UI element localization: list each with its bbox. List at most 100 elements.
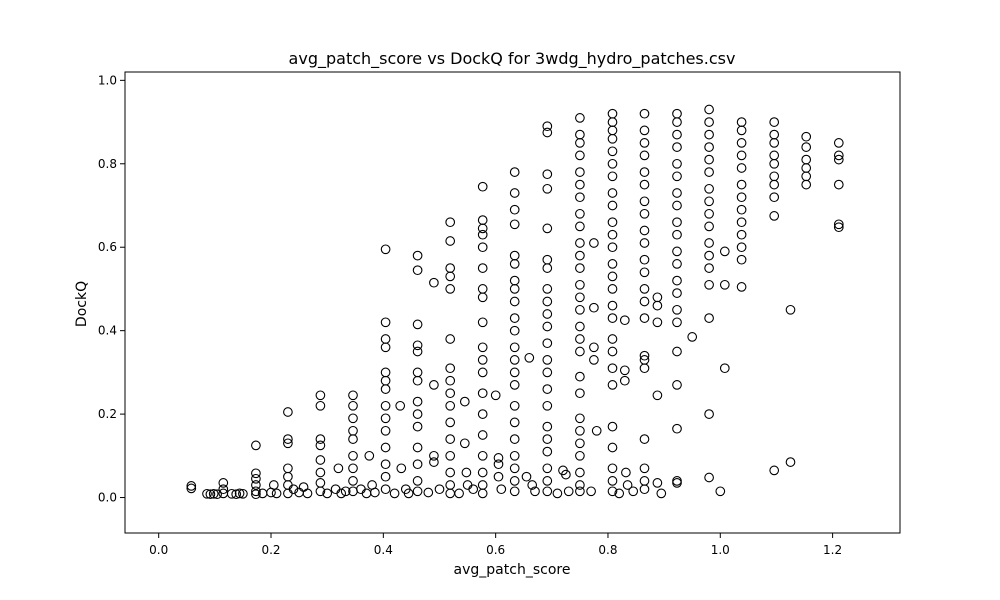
data-point — [429, 450, 439, 461]
data-point — [412, 265, 423, 276]
data-point — [396, 463, 407, 474]
data-points — [186, 104, 844, 500]
data-point — [542, 127, 553, 138]
data-point — [639, 196, 650, 207]
data-point — [542, 421, 553, 432]
data-point — [736, 282, 747, 292]
data-point — [315, 486, 326, 497]
data-point — [672, 117, 682, 127]
data-point — [575, 450, 585, 461]
data-point — [251, 468, 261, 479]
data-point — [575, 334, 585, 344]
data-point — [315, 478, 326, 488]
data-point — [704, 472, 714, 483]
data-point — [445, 417, 456, 428]
data-point — [445, 434, 456, 444]
data-point — [619, 315, 630, 326]
data-point — [704, 250, 714, 261]
data-point — [607, 284, 618, 294]
x-axis-label: avg_patch_score — [454, 562, 571, 578]
data-point — [736, 229, 747, 240]
data-point — [315, 440, 326, 451]
data-point — [639, 296, 650, 307]
data-point — [607, 421, 618, 432]
data-point — [542, 223, 553, 234]
data-point — [769, 192, 780, 203]
y-tick-label: 0.2 — [98, 407, 117, 421]
data-point — [251, 440, 261, 451]
data-point — [283, 434, 293, 444]
data-point — [468, 484, 479, 495]
data-point — [509, 250, 520, 261]
data-point — [575, 192, 585, 203]
data-point — [477, 409, 488, 419]
data-point — [607, 200, 618, 211]
data-point — [575, 486, 585, 497]
data-point — [283, 471, 293, 482]
data-point — [736, 163, 747, 173]
data-point — [459, 396, 470, 407]
x-tick-label: 0.8 — [598, 543, 617, 557]
data-point — [509, 296, 520, 307]
data-point — [477, 215, 488, 225]
data-point — [412, 396, 423, 407]
data-point — [704, 183, 714, 194]
data-point — [833, 150, 844, 161]
data-point — [575, 480, 585, 490]
data-point — [639, 125, 650, 136]
data-point — [607, 133, 618, 144]
data-point — [348, 413, 358, 424]
data-point — [271, 488, 282, 499]
data-point — [575, 467, 585, 478]
data-point — [530, 486, 540, 497]
data-point — [833, 138, 844, 148]
plot-area-frame — [124, 71, 901, 534]
x-tick-label: 1.2 — [823, 543, 842, 557]
y-tick-label: 1.0 — [98, 73, 117, 87]
data-point — [542, 355, 553, 365]
data-point — [589, 342, 599, 353]
data-point — [205, 489, 216, 500]
data-point — [575, 388, 585, 399]
data-point — [477, 367, 488, 378]
data-point — [445, 388, 456, 399]
data-point — [801, 163, 812, 173]
data-point — [315, 400, 326, 411]
data-point — [348, 476, 358, 486]
data-point — [736, 254, 747, 265]
data-point — [607, 125, 618, 136]
data-point — [361, 488, 372, 499]
data-point — [769, 138, 780, 148]
data-point — [340, 486, 351, 497]
y-tick-label: 0.0 — [98, 491, 117, 505]
y-tick-label: 0.6 — [98, 240, 117, 254]
data-point — [509, 486, 520, 497]
data-point — [639, 350, 650, 361]
data-point — [656, 488, 667, 499]
data-point — [454, 488, 464, 499]
data-point — [315, 434, 326, 444]
data-point — [575, 208, 585, 219]
data-point — [614, 488, 625, 499]
data-point — [639, 313, 650, 323]
data-point — [234, 488, 245, 499]
data-point — [563, 486, 574, 497]
data-point — [348, 450, 358, 461]
data-point — [575, 371, 585, 382]
data-point — [509, 400, 520, 411]
data-point — [542, 446, 553, 457]
data-point — [607, 313, 618, 323]
data-point — [445, 488, 456, 499]
data-point — [542, 263, 553, 273]
data-point — [412, 409, 423, 419]
x-tick-label: 0.2 — [261, 543, 280, 557]
data-point — [628, 486, 639, 497]
data-point — [575, 150, 585, 161]
data-point — [186, 481, 197, 491]
data-point — [586, 486, 596, 497]
data-point — [445, 363, 456, 374]
data-point — [459, 438, 470, 449]
data-point — [496, 484, 507, 495]
data-point — [218, 484, 229, 495]
data-point — [769, 211, 780, 221]
